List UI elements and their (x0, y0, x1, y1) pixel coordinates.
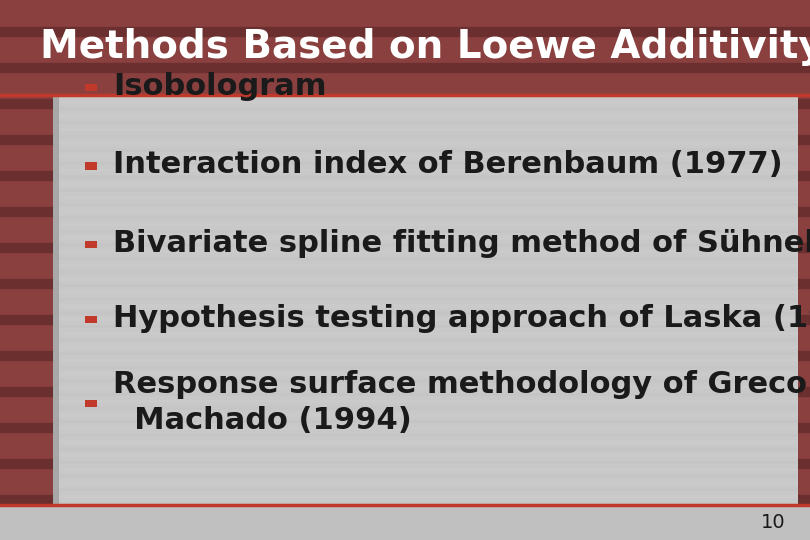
FancyBboxPatch shape (53, 332, 798, 335)
Bar (0, 99, 810, 108)
FancyBboxPatch shape (53, 427, 798, 430)
Bar (0, 405, 810, 414)
FancyBboxPatch shape (53, 107, 798, 111)
FancyBboxPatch shape (53, 121, 798, 124)
Bar (0, 459, 810, 468)
FancyBboxPatch shape (53, 114, 798, 118)
FancyBboxPatch shape (53, 474, 798, 478)
Bar (0, 441, 810, 450)
FancyBboxPatch shape (53, 223, 798, 226)
Bar (0, 495, 810, 504)
Bar (0, 243, 810, 252)
FancyBboxPatch shape (53, 244, 798, 247)
Bar (0, 9, 810, 18)
FancyBboxPatch shape (53, 318, 798, 321)
FancyBboxPatch shape (53, 413, 798, 416)
FancyBboxPatch shape (53, 461, 798, 464)
FancyBboxPatch shape (53, 366, 798, 369)
Bar (0, 135, 810, 144)
FancyBboxPatch shape (53, 339, 798, 342)
FancyBboxPatch shape (53, 440, 798, 444)
FancyBboxPatch shape (85, 316, 97, 323)
Bar (0, 423, 810, 432)
Bar (0, 333, 810, 342)
FancyBboxPatch shape (53, 468, 798, 471)
Bar (0, 81, 810, 90)
FancyBboxPatch shape (53, 128, 798, 131)
FancyBboxPatch shape (53, 182, 798, 186)
Bar (0, 351, 810, 360)
FancyBboxPatch shape (53, 311, 798, 315)
Text: Hypothesis testing approach of Laska (1994): Hypothesis testing approach of Laska (19… (113, 304, 810, 333)
Text: Isobologram: Isobologram (113, 72, 327, 101)
FancyBboxPatch shape (53, 393, 798, 396)
FancyBboxPatch shape (53, 176, 798, 179)
FancyBboxPatch shape (53, 359, 798, 362)
FancyBboxPatch shape (53, 284, 798, 287)
Bar (0, 189, 810, 198)
Bar (0, 531, 810, 540)
FancyBboxPatch shape (53, 100, 798, 104)
Bar (0, 225, 810, 234)
FancyBboxPatch shape (53, 162, 798, 165)
FancyBboxPatch shape (53, 237, 798, 240)
FancyBboxPatch shape (53, 216, 798, 220)
FancyBboxPatch shape (53, 210, 798, 213)
FancyBboxPatch shape (53, 202, 798, 206)
Bar (0, 171, 810, 180)
FancyBboxPatch shape (53, 155, 798, 158)
FancyBboxPatch shape (53, 495, 798, 498)
FancyBboxPatch shape (53, 420, 798, 423)
FancyBboxPatch shape (53, 257, 798, 260)
FancyBboxPatch shape (53, 379, 798, 382)
Bar (0, 315, 810, 324)
FancyBboxPatch shape (53, 148, 798, 152)
FancyBboxPatch shape (53, 271, 798, 274)
Bar (0, 387, 810, 396)
FancyBboxPatch shape (85, 400, 97, 407)
FancyBboxPatch shape (53, 264, 798, 267)
FancyBboxPatch shape (53, 230, 798, 233)
FancyBboxPatch shape (53, 250, 798, 253)
Text: Bivariate spline fitting method of Sühnel (1990): Bivariate spline fitting method of Sühne… (113, 228, 810, 258)
Bar (0, 117, 810, 126)
Bar (0, 513, 810, 522)
FancyBboxPatch shape (53, 141, 798, 145)
FancyBboxPatch shape (85, 163, 97, 170)
FancyBboxPatch shape (53, 97, 59, 505)
Text: 10: 10 (761, 513, 786, 532)
FancyBboxPatch shape (53, 447, 798, 450)
Bar (0, 27, 810, 36)
Bar (0, 297, 810, 306)
FancyBboxPatch shape (53, 298, 798, 301)
Bar (0, 153, 810, 162)
FancyBboxPatch shape (53, 277, 798, 281)
FancyBboxPatch shape (85, 241, 97, 248)
Text: Response surface methodology of Greco (1990),
  Machado (1994): Response surface methodology of Greco (1… (113, 370, 810, 435)
FancyBboxPatch shape (53, 189, 798, 192)
FancyBboxPatch shape (53, 97, 798, 505)
FancyBboxPatch shape (53, 345, 798, 349)
FancyBboxPatch shape (53, 325, 798, 328)
FancyBboxPatch shape (53, 373, 798, 376)
FancyBboxPatch shape (53, 168, 798, 172)
FancyBboxPatch shape (53, 291, 798, 294)
Text: Interaction index of Berenbaum (1977): Interaction index of Berenbaum (1977) (113, 150, 783, 179)
FancyBboxPatch shape (85, 84, 97, 91)
FancyBboxPatch shape (53, 400, 798, 403)
FancyBboxPatch shape (53, 481, 798, 484)
FancyBboxPatch shape (0, 505, 810, 540)
Text: Methods Based on Loewe Additivity: Methods Based on Loewe Additivity (40, 28, 810, 66)
FancyBboxPatch shape (53, 488, 798, 491)
FancyBboxPatch shape (53, 434, 798, 437)
FancyBboxPatch shape (53, 502, 798, 505)
FancyBboxPatch shape (53, 407, 798, 410)
FancyBboxPatch shape (53, 134, 798, 138)
Bar (0, 63, 810, 72)
FancyBboxPatch shape (53, 386, 798, 389)
Bar (0, 207, 810, 216)
Bar (0, 45, 810, 54)
FancyBboxPatch shape (53, 352, 798, 355)
FancyBboxPatch shape (53, 305, 798, 308)
